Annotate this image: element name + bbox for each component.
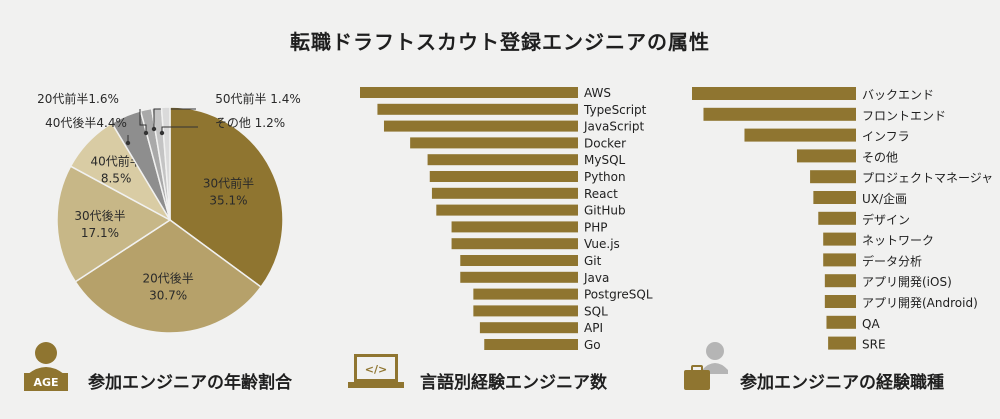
bar-9 <box>451 221 578 233</box>
pie-label: 40代前半 <box>90 153 141 168</box>
bar-3 <box>744 128 856 142</box>
pie-value-label: 30.7% <box>149 289 187 303</box>
bar-label: Vue.js <box>584 237 620 251</box>
bar-label: Java <box>583 271 609 285</box>
pie-slice-3 <box>56 165 172 283</box>
bar-label: デザイン <box>862 212 910 227</box>
bar-label: SQL <box>584 304 608 318</box>
bar-label: React <box>584 187 618 201</box>
bar-15 <box>479 322 578 334</box>
bar-label: プロジェクトマネージャ <box>862 171 993 185</box>
pie-value-label: 17.1% <box>81 226 119 240</box>
bar-12 <box>460 271 578 283</box>
bar-7 <box>431 187 578 199</box>
pie-leader-line <box>139 109 147 133</box>
bar-4 <box>410 137 578 149</box>
bar-label: GitHub <box>584 204 626 218</box>
briefcase-person-icon <box>684 342 728 390</box>
code-icon-text: </> <box>365 363 387 376</box>
bar-11 <box>460 255 578 266</box>
pie-leader-dot <box>125 140 131 146</box>
pie-slice-8 <box>160 106 171 221</box>
bar-10 <box>824 274 856 288</box>
bar-6 <box>429 171 578 182</box>
bar-2 <box>703 107 856 121</box>
bar-7 <box>818 211 856 225</box>
bar-label: SRE <box>862 338 886 352</box>
pie-leader-line <box>153 108 196 129</box>
pie-external-label: 50代前半 1.4% <box>215 91 301 106</box>
bar-label: フロントエンド <box>862 109 946 123</box>
bar-label: Docker <box>584 136 626 150</box>
pie-label: 30代後半 <box>74 209 125 223</box>
bar-2 <box>377 103 578 115</box>
pie-leader-dot <box>143 130 149 136</box>
bar-14 <box>473 305 578 317</box>
bar-label: JavaScript <box>583 120 644 134</box>
bar-label: Python <box>584 170 626 184</box>
bar-1 <box>692 87 856 100</box>
bar-label: AWS <box>584 86 611 100</box>
laptop-code-icon: </> <box>348 354 404 388</box>
bar-8 <box>436 204 578 216</box>
age-pie-chart: 30代前半 35.1% 20代後半 30.7% 30代後半 17.1% 40代前半 8.5% 4… <box>37 91 301 334</box>
pie-external-label: 40代後半4.4% <box>45 116 127 130</box>
bar-4 <box>796 149 856 163</box>
bar-12 <box>826 315 856 329</box>
bar-label: その他 <box>862 150 898 164</box>
age-icon-text: AGE <box>33 376 58 389</box>
bar-13 <box>473 288 578 300</box>
bar-label: QA <box>862 317 880 331</box>
pie-label: 30代前半 <box>203 175 254 190</box>
bar-3 <box>383 120 578 132</box>
bar-16 <box>484 339 578 350</box>
pie-external-label: 20代前半1.6% <box>37 91 119 106</box>
bar-6 <box>813 191 856 204</box>
bar-label: データ分析 <box>862 253 922 268</box>
pie-slice-2 <box>74 219 263 334</box>
pie-value-label: 35.1% <box>209 193 247 207</box>
bar-13 <box>828 336 856 350</box>
pie-label: 20代後半 <box>143 272 194 286</box>
pie-leader-dot <box>159 130 165 136</box>
bar-label: UX/企画 <box>862 191 907 206</box>
bar-label: アプリ開発(iOS) <box>862 275 952 289</box>
pie-value-label: 8.5% <box>101 171 132 185</box>
pie-leader-dot <box>151 126 157 132</box>
bar-label: TypeScript <box>583 103 647 117</box>
bar-1 <box>360 87 578 98</box>
bar-label: PHP <box>584 220 608 234</box>
bar-label: Go <box>584 338 601 352</box>
bar-10 <box>451 238 578 250</box>
bar-5 <box>427 154 578 166</box>
bar-label: Git <box>584 254 602 268</box>
pie-slice-1 <box>169 106 284 289</box>
bar-8 <box>823 232 856 246</box>
bar-label: ネットワーク <box>862 234 934 248</box>
bar-5 <box>810 170 856 184</box>
job-section-label: 参加エンジニアの経験職種 <box>740 373 944 393</box>
age-person-icon: AGE <box>24 342 68 391</box>
pie-external-label: その他 1.2% <box>215 116 285 130</box>
bar-label: アプリ開発(Android) <box>862 296 978 310</box>
bar-9 <box>823 253 856 267</box>
age-section-label: 参加エンジニアの年齢割合 <box>88 373 292 393</box>
language-bar-chart: AWS TypeScript JavaScript Docker MySQL Python… <box>360 86 653 352</box>
bar-label: MySQL <box>584 153 626 167</box>
page-title: 転職ドラフトスカウト登録エンジニアの属性 <box>290 30 710 54</box>
bar-label: バックエンド <box>862 88 934 102</box>
bar-11 <box>824 295 856 308</box>
bar-label: API <box>584 321 603 335</box>
bar-label: PostgreSQL <box>584 288 653 302</box>
language-section-label: 言語別経験エンジニア数 <box>420 373 607 393</box>
bar-label: インフラ <box>862 130 910 144</box>
